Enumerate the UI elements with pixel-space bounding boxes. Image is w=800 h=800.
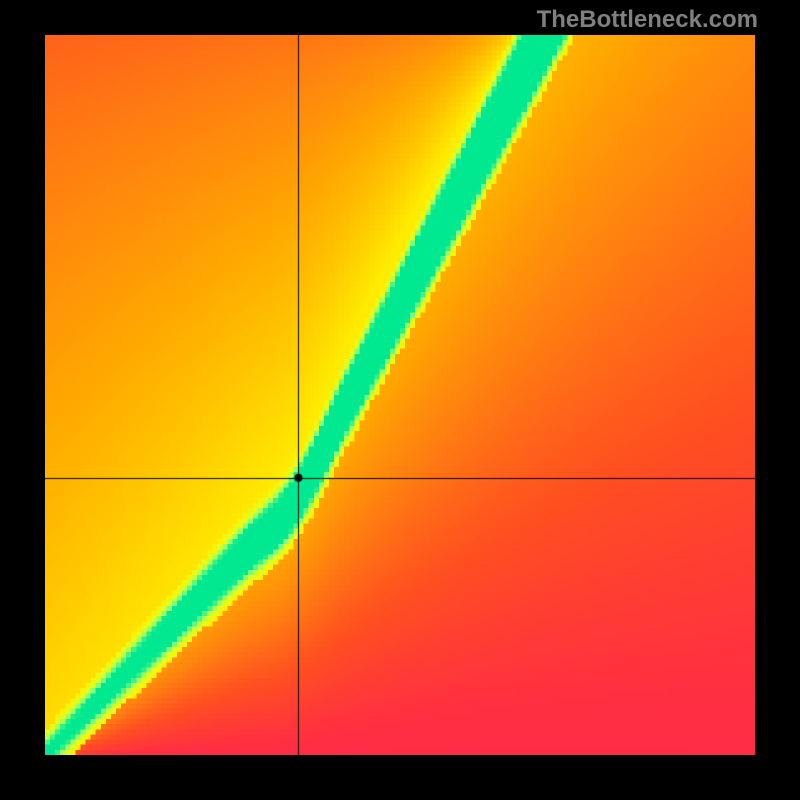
watermark-text: TheBottleneck.com — [537, 6, 758, 34]
bottleneck-heatmap — [45, 35, 755, 755]
chart-container: TheBottleneck.com — [0, 0, 800, 800]
